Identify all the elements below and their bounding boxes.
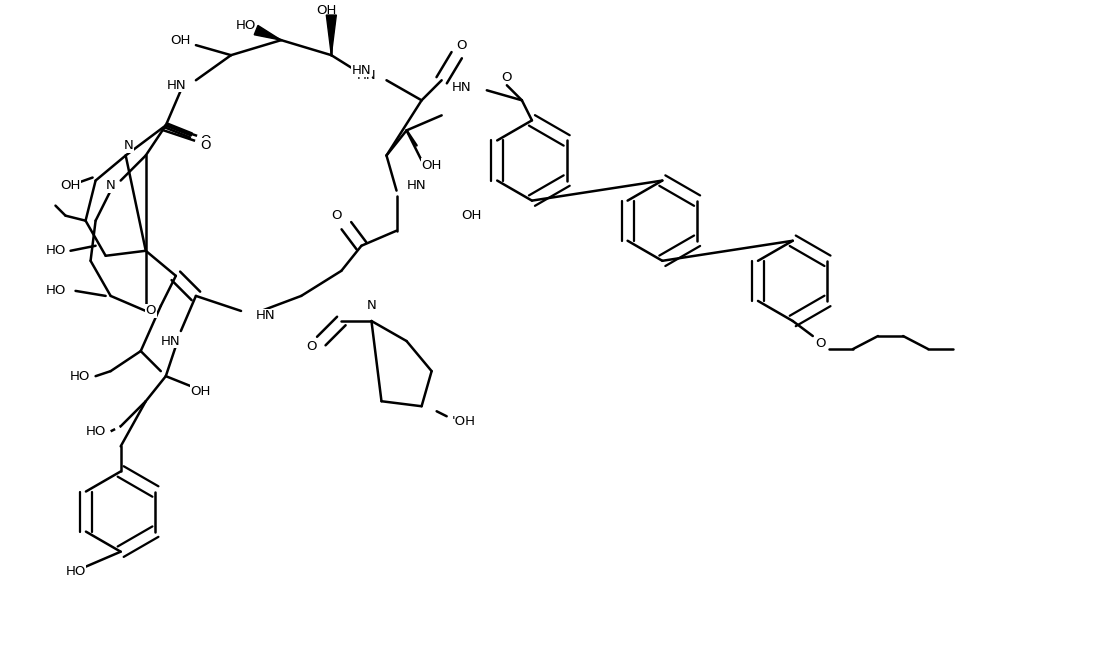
Text: OH: OH xyxy=(316,3,337,16)
Text: HO: HO xyxy=(85,425,106,438)
Text: 'OH: 'OH xyxy=(452,415,476,428)
Text: HN: HN xyxy=(351,64,371,77)
Text: HN: HN xyxy=(453,81,471,94)
Text: OH: OH xyxy=(171,34,191,47)
Text: OH: OH xyxy=(191,385,211,398)
Text: HN: HN xyxy=(406,179,426,192)
Text: O: O xyxy=(501,70,512,83)
Text: N: N xyxy=(124,139,134,152)
Text: HN: HN xyxy=(357,68,376,82)
Text: N: N xyxy=(106,179,116,192)
Text: N: N xyxy=(367,299,376,312)
Text: OH: OH xyxy=(61,179,81,192)
Text: O: O xyxy=(331,209,341,222)
Text: O: O xyxy=(306,340,317,353)
Text: HO: HO xyxy=(236,18,256,31)
Text: HN: HN xyxy=(167,79,185,92)
Text: HN: HN xyxy=(256,310,276,323)
Polygon shape xyxy=(254,25,282,40)
Text: HO: HO xyxy=(45,244,65,258)
Text: OH: OH xyxy=(422,159,442,172)
Text: O: O xyxy=(201,139,211,152)
Text: O: O xyxy=(146,304,156,318)
Text: HO: HO xyxy=(65,565,86,578)
Polygon shape xyxy=(327,15,337,55)
Text: HO: HO xyxy=(71,370,91,383)
Text: HN: HN xyxy=(161,334,181,348)
Text: O: O xyxy=(201,134,211,147)
Text: OH: OH xyxy=(461,209,482,222)
Text: O: O xyxy=(456,38,467,52)
Text: O: O xyxy=(816,336,826,349)
Text: HO: HO xyxy=(45,284,65,297)
